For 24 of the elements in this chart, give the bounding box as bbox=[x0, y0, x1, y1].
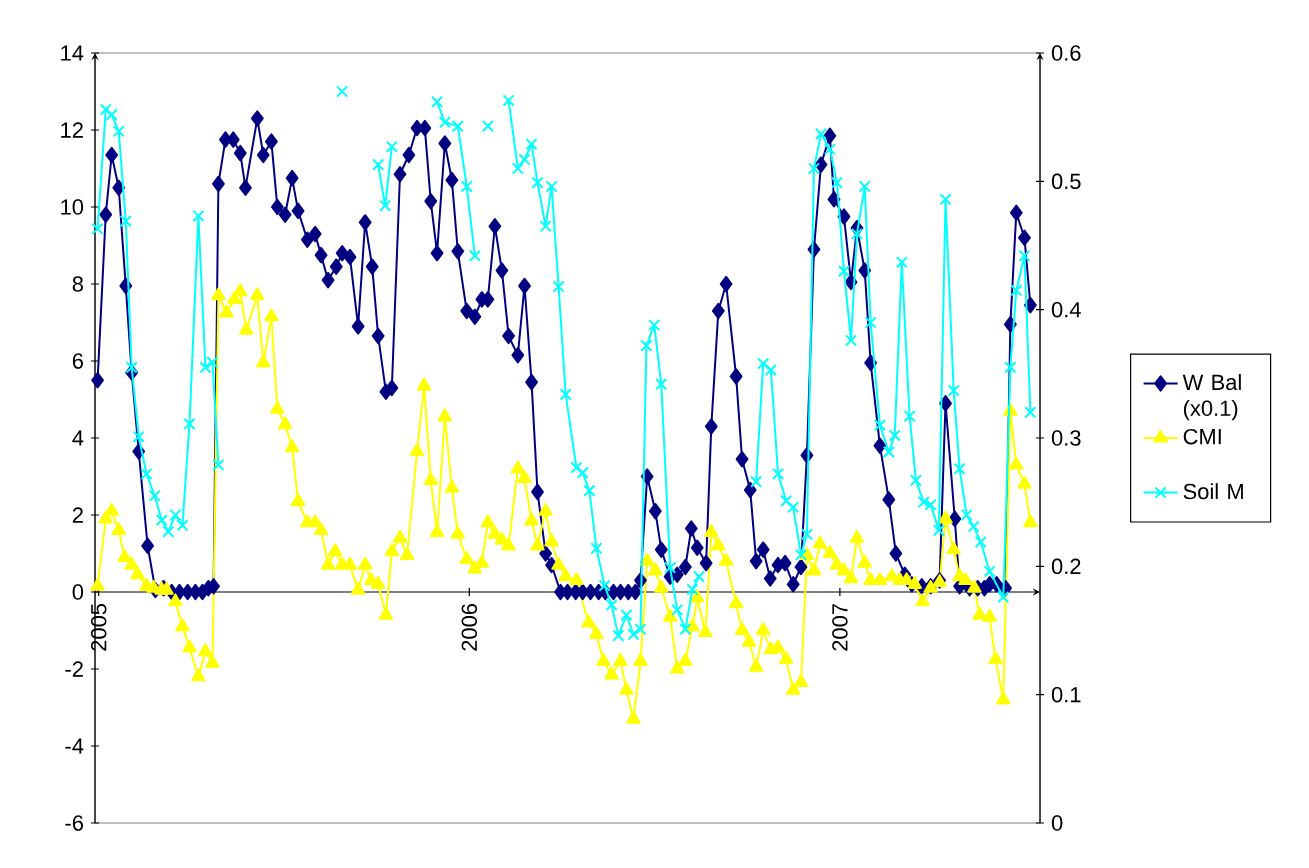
y-tick-label: -4 bbox=[65, 738, 84, 754]
x-tick-label: 2005 bbox=[90, 603, 107, 651]
legend-label: CMI bbox=[1183, 428, 1221, 445]
legend-label: W Bal (x0.1) bbox=[1182, 374, 1241, 421]
y-tick-label: 2 bbox=[72, 507, 83, 523]
y2-tick-label: 0 bbox=[1051, 815, 1063, 831]
legend-label: Soil M bbox=[1183, 483, 1243, 500]
x-tick-label: 2007 bbox=[832, 604, 848, 651]
y-tick-label: 8 bbox=[72, 276, 83, 292]
y-tick-label: 4 bbox=[72, 430, 84, 446]
y-tick-label: -2 bbox=[65, 661, 83, 677]
y2-tick-label: 0.4 bbox=[1051, 301, 1081, 318]
y-tick-label: 6 bbox=[72, 353, 83, 369]
y2-tick-label: 0.3 bbox=[1051, 430, 1081, 446]
y-tick-label: 12 bbox=[61, 122, 83, 138]
y-tick-label: -6 bbox=[65, 815, 83, 831]
y-tick-label: 10 bbox=[61, 199, 84, 215]
y-tick-label: 0 bbox=[72, 584, 84, 600]
y2-tick-label: 0.6 bbox=[1051, 45, 1081, 61]
y2-tick-label: 0.1 bbox=[1051, 686, 1081, 703]
y2-tick-label: 0.5 bbox=[1051, 173, 1081, 190]
y-tick-label: 14 bbox=[61, 45, 84, 61]
x-tick-label: 2006 bbox=[461, 604, 478, 651]
y2-tick-label: 0.2 bbox=[1051, 558, 1081, 575]
